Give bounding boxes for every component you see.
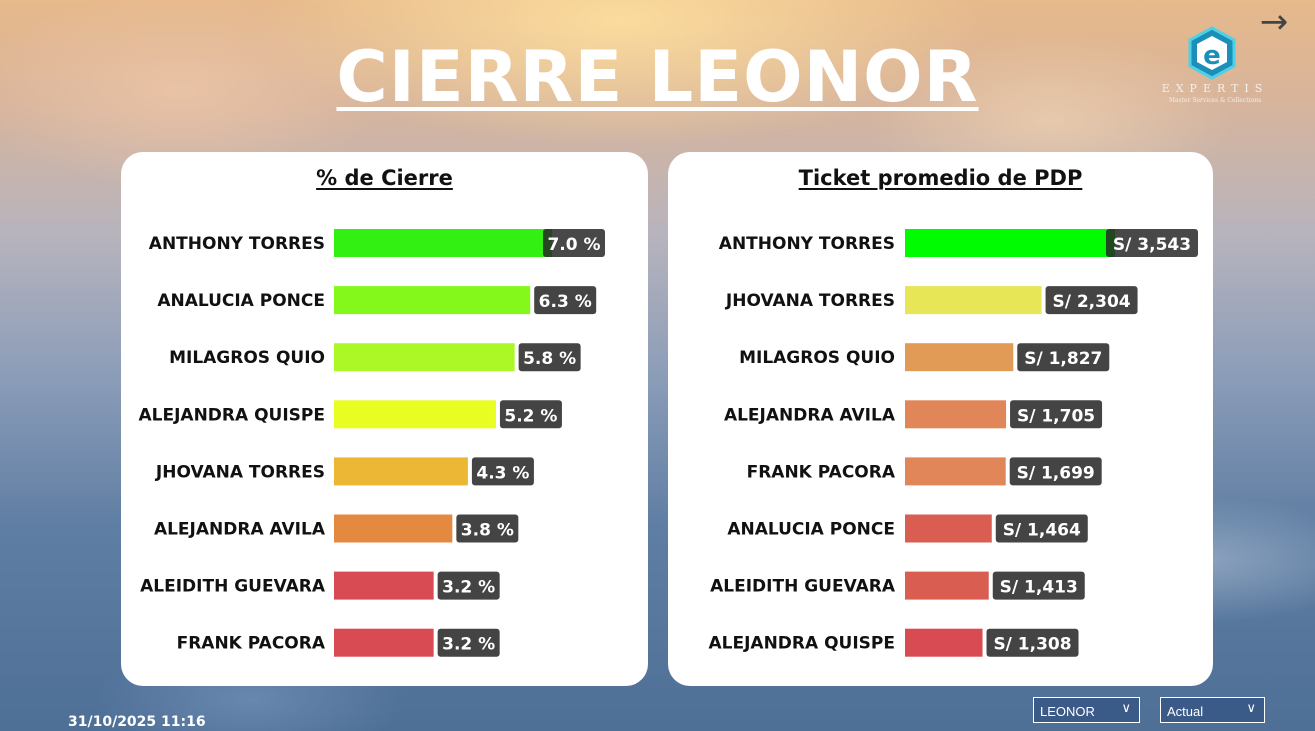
data-label-box [534, 286, 597, 315]
logo-brand: EXPERTIS [1161, 82, 1269, 95]
arrow-right-icon[interactable]: → [1259, 2, 1289, 42]
logo-tagline: Master Services & Collections [1168, 97, 1262, 104]
bar [905, 628, 983, 657]
closing-rate-card: % de Cierre ANTHONY TORRES 7.0 % ANALUCIA … [121, 152, 648, 686]
data-label: S/ 1,308 [993, 635, 1071, 655]
ticket-average-chart-title: Ticket promedio de PDP [798, 166, 1083, 190]
report-datetime: 31/10/2025 11:16 [68, 714, 206, 730]
page-title: CIERRE LEONOR [336, 36, 979, 118]
data-label-box [1017, 343, 1110, 372]
data-label: S/ 1,413 [1000, 578, 1078, 598]
category-label: JHOVANA TORRES [155, 462, 325, 482]
bar [334, 571, 434, 600]
category-label: ALEJANDRA AVILA [154, 520, 326, 540]
closing-rate-chart-title: % de Cierre [316, 166, 453, 190]
bar [905, 343, 1014, 372]
category-label: ALEJANDRA AVILA [724, 405, 896, 425]
data-label-box [1045, 286, 1138, 315]
data-label: S/ 1,464 [1003, 521, 1081, 541]
data-label: 7.0 % [547, 235, 600, 255]
data-label: 5.8 % [523, 349, 576, 369]
bar [334, 286, 531, 315]
data-label-box [986, 628, 1079, 657]
data-label-box [437, 571, 500, 600]
data-label-box [1009, 457, 1102, 486]
data-label: 5.2 % [504, 406, 557, 426]
data-label-box [456, 514, 519, 543]
data-label-box [992, 571, 1085, 600]
svg-text:e: e [1203, 41, 1221, 71]
data-label: S/ 3,543 [1113, 235, 1191, 255]
data-label-box [1106, 229, 1198, 257]
ticket-average-chart: ANTHONY TORRES S/ 3,543 JHOVANA TORRES S/ 2… [709, 229, 1198, 657]
category-label: ANALUCIA PONCE [157, 291, 325, 311]
chevron-down-icon: ∨ [1121, 700, 1131, 715]
bar [334, 343, 515, 372]
bar [905, 229, 1115, 257]
data-label: 3.2 % [442, 578, 495, 598]
bar [334, 229, 552, 257]
period-filter-value: Actual [1167, 704, 1204, 719]
category-label: ALEJANDRA QUISPE [709, 634, 896, 654]
data-label-box [1010, 400, 1103, 429]
data-label-box [995, 514, 1088, 543]
bar [905, 514, 992, 543]
category-label: ANALUCIA PONCE [727, 520, 895, 540]
bar [334, 514, 453, 543]
data-label: 3.2 % [442, 635, 495, 655]
bar [905, 400, 1007, 429]
data-label-box [437, 628, 500, 657]
bar [905, 571, 989, 600]
expertis-logo: e EXPERTIS Master Services & Collections [1150, 26, 1280, 111]
category-label: ANTHONY TORRES [719, 234, 895, 254]
category-label: ALEIDITH GUEVARA [140, 577, 326, 597]
data-label: S/ 1,827 [1024, 349, 1102, 369]
category-label: MILAGROS QUIO [739, 348, 895, 368]
category-label: MILAGROS QUIO [169, 348, 325, 368]
bar [334, 457, 468, 486]
expertis-logo-icon: e [1188, 26, 1236, 80]
bar [905, 286, 1042, 315]
data-label-box [471, 457, 534, 486]
data-label-box [543, 229, 605, 257]
category-label: JHOVANA TORRES [725, 291, 895, 311]
data-label: 4.3 % [476, 463, 529, 483]
chevron-down-icon: ∨ [1246, 700, 1256, 715]
data-label: S/ 1,705 [1017, 406, 1095, 426]
category-label: ALEIDITH GUEVARA [710, 577, 896, 597]
bar [334, 400, 496, 429]
category-label: ANTHONY TORRES [149, 234, 325, 254]
data-label: 6.3 % [539, 292, 592, 312]
person-filter-select[interactable]: LEONOR ∨ [1033, 697, 1140, 723]
person-filter-value: LEONOR [1040, 704, 1095, 719]
data-label: 3.8 % [461, 521, 514, 541]
data-label-box [499, 400, 562, 429]
period-filter-select[interactable]: Actual ∨ [1160, 697, 1265, 723]
closing-rate-chart: ANTHONY TORRES 7.0 % ANALUCIA PONCE 6.3 % MI… [139, 229, 605, 657]
data-label: S/ 1,699 [1017, 463, 1095, 483]
data-label-box [518, 343, 581, 372]
bar [334, 628, 434, 657]
ticket-average-card: Ticket promedio de PDP ANTHONY TORRES S/ … [668, 152, 1213, 686]
bar [905, 457, 1006, 486]
data-label: S/ 2,304 [1052, 292, 1130, 312]
category-label: FRANK PACORA [747, 462, 896, 482]
category-label: FRANK PACORA [177, 634, 326, 654]
category-label: ALEJANDRA QUISPE [139, 405, 326, 425]
